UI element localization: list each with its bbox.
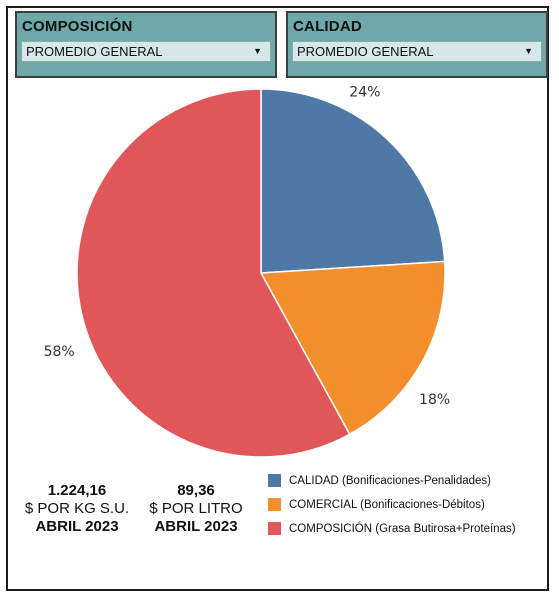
calidad-filter: CALIDAD PROMEDIO GENERAL ▼ [286, 11, 548, 78]
dashboard-frame [6, 6, 549, 591]
legend-swatch-calidad [268, 474, 281, 487]
chevron-down-icon[interactable]: ▼ [524, 46, 533, 56]
kpi-per-litre: 89,36 $ POR LITRO ABRIL 2023 [135, 482, 257, 536]
legend-swatch-comercial [268, 498, 281, 511]
pie-label-0: 24% [349, 84, 380, 100]
composicion-filter-title: COMPOSICIÓN [22, 18, 133, 35]
composicion-dropdown[interactable]: PROMEDIO GENERAL ▼ [21, 41, 271, 62]
kpi-per-kg-unit: $ POR KG S.U. [24, 500, 130, 517]
kpi-per-litre-unit: $ POR LITRO [149, 500, 243, 517]
pie-slice-0[interactable] [260, 88, 446, 274]
pie-label-1: 18% [419, 392, 450, 408]
legend-detail-composicion: (Grasa Butirosa+Proteínas) [372, 523, 516, 535]
kpi-per-litre-period: ABRIL 2023 [154, 518, 238, 535]
kpi-per-kg: 1.224,16 $ POR KG S.U. ABRIL 2023 [14, 482, 140, 536]
legend-detail-comercial: (Bonificaciones-Débitos) [356, 499, 485, 511]
pie-slice-2[interactable] [76, 88, 351, 458]
legend-detail-calidad: (Bonificaciones-Penalidades) [338, 475, 491, 487]
legend-name-comercial: COMERCIAL [289, 499, 357, 511]
legend-swatch-composicion [268, 522, 281, 535]
kpi-per-kg-period: ABRIL 2023 [35, 518, 119, 535]
kpi-per-kg-value: 1.224,16 [47, 482, 107, 499]
pie-label-2: 58% [44, 344, 75, 360]
calidad-dropdown[interactable]: PROMEDIO GENERAL ▼ [292, 41, 542, 62]
chevron-down-icon[interactable]: ▼ [253, 46, 262, 56]
kpi-per-litre-value: 89,36 [177, 482, 215, 499]
pie-slice-1[interactable] [259, 260, 446, 436]
legend-name-calidad: CALIDAD [289, 475, 339, 487]
calidad-filter-title: CALIDAD [293, 18, 362, 35]
calidad-dropdown-value: PROMEDIO GENERAL [297, 44, 434, 59]
legend-name-composicion: COMPOSICIÓN [289, 523, 373, 535]
composicion-dropdown-value: PROMEDIO GENERAL [26, 44, 163, 59]
composicion-filter: COMPOSICIÓN PROMEDIO GENERAL ▼ [15, 11, 277, 78]
